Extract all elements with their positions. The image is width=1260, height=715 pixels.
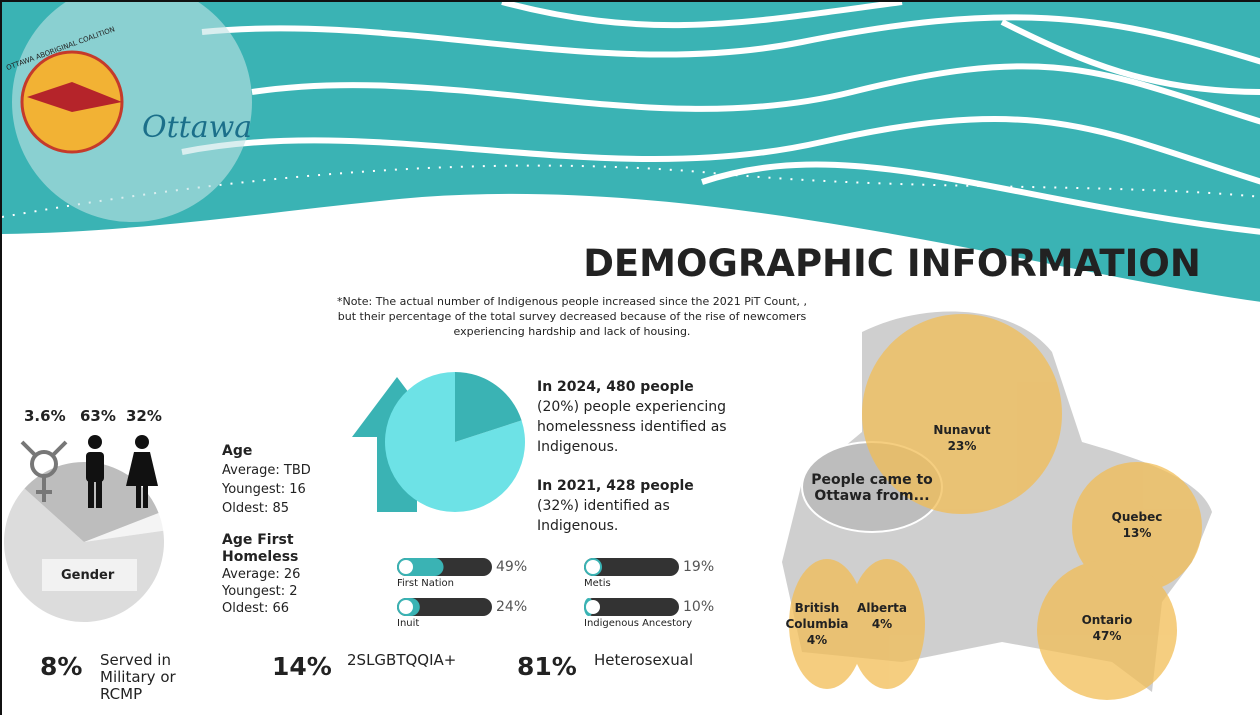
region-name: Quebec <box>1111 510 1163 524</box>
wave-band <box>2 2 1260 302</box>
region-label: 47% <box>1092 629 1122 643</box>
stat-text: 2SLGBTQQIA+ <box>347 651 457 669</box>
pie-slice <box>455 372 522 442</box>
region-name: Ontario <box>1081 613 1133 627</box>
gender-pct: 63% <box>80 407 116 425</box>
region: Ontario 47% <box>1062 612 1152 644</box>
gender-label-box <box>42 559 137 591</box>
bar-knob <box>586 600 600 614</box>
region-label: 23% <box>947 439 977 453</box>
group-label: 24% <box>496 599 528 615</box>
group-label: 10% <box>683 599 715 615</box>
region-label: 4% <box>871 617 893 631</box>
group-name: Inuit <box>397 618 420 629</box>
group-label: 19% <box>683 559 715 575</box>
stat-value: 81% <box>517 652 577 681</box>
stat-value: 14% <box>272 652 332 681</box>
gender-pct: 3.6% <box>24 407 66 425</box>
city-name: Ottawa <box>142 110 252 145</box>
age-first: Age First Homeless Average: 26 Youngest: 2… <box>222 532 301 616</box>
stat-text: Heterosexual <box>594 651 694 669</box>
indigenous-2021: In 2021, 428 people (32%) identified as … <box>537 478 694 534</box>
group-name: Indigenous Ancestory <box>584 618 693 629</box>
bar-knob <box>399 560 413 574</box>
region-name: Alberta <box>857 601 907 615</box>
note: *Note: The actual number of Indigenous p… <box>336 295 808 338</box>
bar-track <box>584 558 679 576</box>
region: British Columbia 4% <box>782 600 852 648</box>
bar-knob <box>399 600 413 614</box>
bar-track <box>584 598 679 616</box>
gender-slice <box>84 513 164 542</box>
origin-label: People came to Ottawa from... <box>811 472 933 504</box>
gender-pct: 32% <box>126 407 162 425</box>
group-name: First Nation <box>397 578 454 589</box>
region-name: Nunavut <box>933 423 991 437</box>
bar-knob <box>586 560 600 574</box>
region: Quebec 13% <box>1092 509 1182 541</box>
wave-lines <box>181 2 1260 235</box>
region: Alberta 4% <box>847 600 917 632</box>
region-label: 4% <box>806 633 828 647</box>
title: DEMOGRAPHIC INFORMATION <box>583 242 1201 285</box>
gender-label: Gender <box>61 568 115 583</box>
region-name: British Columbia <box>785 601 849 631</box>
indigenous-2024: In 2024, 480 people (20%) people experie… <box>537 379 727 455</box>
age: Age Average: TBD Youngest: 16 Oldest: 85 <box>222 443 311 516</box>
group-label: 49% <box>496 559 528 575</box>
stat-text: Served in Military or RCMP <box>100 651 176 703</box>
bar-track <box>397 598 492 616</box>
bird <box>27 82 122 112</box>
gender-icons <box>86 435 158 508</box>
stat-value: 8% <box>40 652 83 681</box>
region-circles <box>789 314 1202 700</box>
region: Nunavut 23% <box>917 422 1007 454</box>
region-label: 13% <box>1122 526 1152 540</box>
trans-symbol <box>20 440 68 502</box>
group-name: Metis <box>584 578 611 589</box>
